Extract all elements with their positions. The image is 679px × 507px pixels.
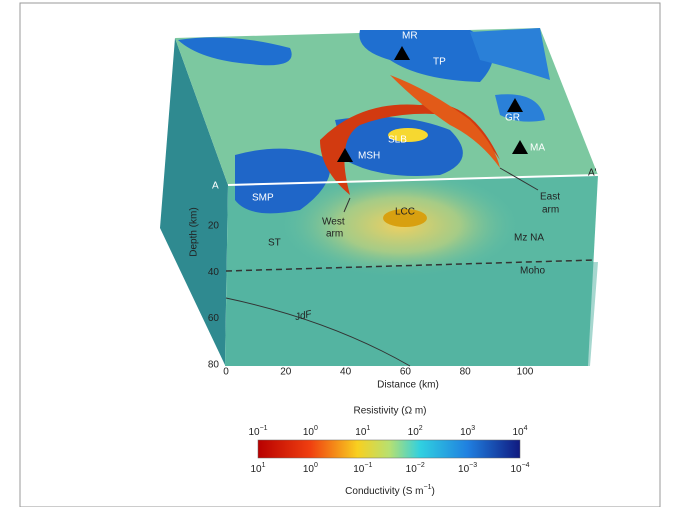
base: 10 (303, 427, 315, 438)
exponent: 0 (314, 425, 318, 432)
exponent: −3 (469, 462, 477, 469)
exponent: 0 (314, 462, 318, 469)
feature-label: MSH (358, 151, 380, 162)
feature-label: GR (505, 113, 520, 124)
exponent: −1 (364, 462, 372, 469)
colorbar (258, 440, 520, 458)
feature-label: Moho (520, 266, 545, 277)
base: 10 (303, 464, 315, 475)
profile-label: A (212, 181, 219, 192)
base: 10 (408, 427, 420, 438)
exponent: −2 (417, 462, 425, 469)
exponent: 4 (524, 425, 528, 432)
exponent: 2 (419, 425, 423, 432)
depth-tick-label: 80 (208, 360, 220, 371)
depth-tick-label: 20 (208, 221, 220, 232)
conductivity-tick-label: 100 (303, 462, 318, 475)
figure: MR TP GR MA SLB MSH SMP LCC ST Mz NA Moh… (0, 0, 679, 507)
resistivity-tick-label: 10−1 (248, 425, 267, 438)
feature-label: arm (326, 229, 343, 240)
exponent: 1 (262, 462, 266, 469)
feature-label: West (322, 217, 345, 228)
conductivity-tick-label: 101 (250, 462, 265, 475)
feature-label: TP (433, 57, 446, 68)
distance-tick-label: 60 (400, 367, 412, 378)
depth-tick-label: 40 (208, 267, 220, 278)
feature-label: SMP (252, 193, 274, 204)
exponent: −4 (522, 462, 530, 469)
resistivity-tick-label: 102 (408, 425, 423, 438)
resistivity-tick-label: 100 (303, 425, 318, 438)
distance-tick-label: 100 (517, 367, 534, 378)
mantle (225, 262, 598, 366)
feature-label: MA (530, 143, 545, 154)
base: 10 (510, 464, 522, 475)
feature-label: East (540, 192, 560, 203)
base: 10 (458, 464, 470, 475)
distance-tick-label: 20 (280, 367, 292, 378)
distance-tick-label: 80 (460, 367, 472, 378)
exponent: 3 (471, 425, 475, 432)
base: 10 (353, 464, 365, 475)
base: 10 (512, 427, 524, 438)
exponent: −1 (260, 425, 268, 432)
colorbar-title: Conductivity (S m−1) (345, 484, 435, 497)
conductivity-tick-label: 10−2 (406, 462, 425, 475)
feature-label: ST (268, 238, 281, 249)
resistivity-tick-label: 101 (355, 425, 370, 438)
resistivity-tick-label: 103 (460, 425, 475, 438)
colorbar-title: Resistivity (Ω m) (353, 406, 426, 417)
base: 10 (248, 427, 260, 438)
profile-label: A' (588, 168, 597, 179)
feature-label: LCC (395, 207, 415, 218)
feature-label: arm (542, 205, 559, 216)
distance-tick-label: 40 (340, 367, 352, 378)
resistivity-tick-label: 104 (512, 425, 527, 438)
base: 10 (406, 464, 418, 475)
axis-title: Distance (km) (377, 380, 439, 391)
conductivity-tick-label: 10−1 (353, 462, 372, 475)
feature-label: SLB (388, 135, 407, 146)
conductivity-tick-label: 10−3 (458, 462, 477, 475)
feature-label: MR (402, 31, 418, 42)
exponent: 1 (366, 425, 370, 432)
base: 10 (250, 464, 262, 475)
page: MR TP GR MA SLB MSH SMP LCC ST Mz NA Moh… (0, 0, 679, 507)
base: 10 (355, 427, 367, 438)
axis-title: Depth (km) (189, 207, 200, 256)
distance-tick-label: 0 (223, 367, 229, 378)
conductivity-tick-label: 10−4 (510, 462, 529, 475)
base: 10 (460, 427, 472, 438)
depth-tick-label: 60 (208, 313, 220, 324)
feature-label: Mz NA (514, 233, 544, 244)
